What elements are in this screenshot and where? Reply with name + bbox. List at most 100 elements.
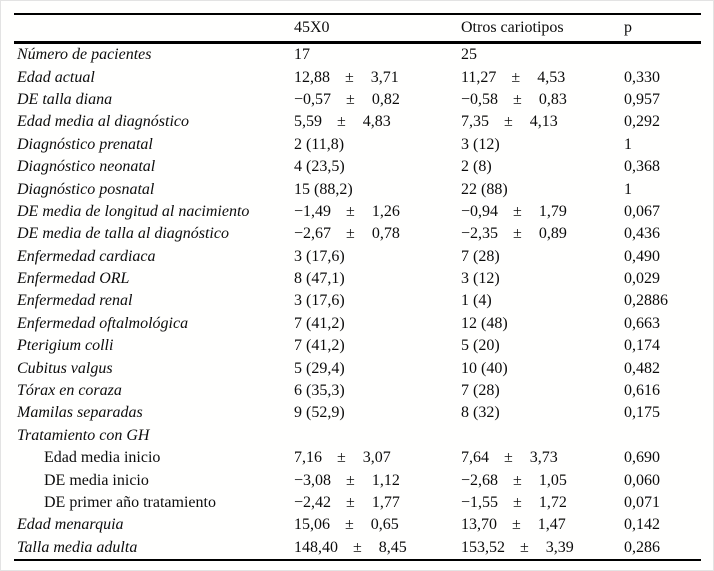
- sd-value: 0,78: [371, 225, 400, 243]
- row-label: Diagnóstico neonatal: [17, 158, 156, 176]
- p-value: 0,142: [624, 516, 660, 534]
- row-label: DE media de longitud al nacimiento: [17, 202, 250, 220]
- table-row: Talla media adulta 148,40 ±8,45 153,52 ±3,39…: [14, 537, 701, 559]
- row-label: Edad menarquia: [17, 516, 124, 534]
- table-row: Enfermedad renal 3 (17,6) 1 (4) 0,2886: [14, 290, 701, 312]
- table-row: Diagnóstico prenatal 2 (11,8) 3 (12) 1: [14, 134, 701, 156]
- comparison-table: 45X0 Otros cariotipos p Número de pacien…: [14, 13, 701, 561]
- value-cell: 7 (28): [461, 247, 500, 265]
- mean-value: 13,70: [461, 516, 497, 534]
- value-cell: 15 (88,2): [294, 180, 353, 198]
- table-row: Tratamiento con GH: [14, 425, 701, 447]
- row-label: Pterigium colli: [17, 337, 114, 355]
- mean-value: 15,06: [294, 516, 330, 534]
- plus-minus-sign: ±: [520, 538, 529, 556]
- table-row: DE media de talla al diagnóstico −2,67 ±0,…: [14, 223, 701, 245]
- table-row: DE primer año tratamiento −2,42 ±1,77 −1,55…: [14, 492, 701, 514]
- table-row: Edad media al diagnóstico 5,59 ±4,83 7,35 ±4…: [14, 111, 701, 133]
- sd-value: 4,53: [537, 68, 566, 86]
- value-cell: 11,27 ±4,53: [461, 69, 624, 87]
- value-cell: 148,40 ±8,45: [294, 539, 461, 557]
- plus-minus-sign: ±: [504, 113, 513, 131]
- sd-value: 4,83: [362, 113, 391, 131]
- table-row: DE media de longitud al nacimiento −1,49 ±…: [14, 201, 701, 223]
- table-row: Mamilas separadas 9 (52,9) 8 (32) 0,175: [14, 402, 701, 424]
- value-cell: −2,35 ±0,89: [461, 225, 624, 243]
- plus-minus-sign: ±: [345, 516, 354, 534]
- p-value: 0,436: [624, 225, 660, 243]
- row-label: Enfermedad oftalmológica: [17, 314, 189, 332]
- sd-value: 3,73: [529, 449, 558, 467]
- mean-value: −2,68: [461, 471, 499, 489]
- mean-value: −0,58: [461, 90, 499, 108]
- value-cell: −1,55 ±1,72: [461, 494, 624, 512]
- value-cell: 7 (41,2): [294, 337, 345, 355]
- plus-minus-sign: ±: [513, 225, 522, 243]
- value-cell: −3,08 ±1,12: [294, 472, 461, 490]
- row-label: DE media de talla al diagnóstico: [17, 225, 229, 243]
- table-row: Enfermedad ORL 8 (47,1) 3 (12) 0,029: [14, 268, 701, 290]
- plus-minus-sign: ±: [513, 494, 522, 511]
- plus-minus-sign: ±: [513, 471, 522, 489]
- mean-value: 153,52: [461, 538, 505, 556]
- row-label: Mamilas separadas: [17, 404, 143, 422]
- p-value: 0,029: [624, 270, 660, 288]
- mean-value: 5,59: [294, 113, 322, 131]
- sd-value: 0,89: [538, 225, 567, 243]
- value-cell: −2,42 ±1,77: [294, 494, 461, 512]
- p-value: 0,175: [624, 404, 660, 422]
- value-cell: 13,70 ±1,47: [461, 516, 624, 534]
- p-value: 0,071: [624, 494, 660, 511]
- sd-value: 0,83: [538, 90, 567, 108]
- value-cell: −0,57 ±0,82: [294, 91, 461, 109]
- p-value: 0,368: [624, 158, 660, 176]
- value-cell: 7,35 ±4,13: [461, 113, 624, 131]
- value-cell: 8 (47,1): [294, 270, 345, 288]
- p-value: 1: [624, 180, 632, 198]
- value-cell: 5 (20): [461, 337, 500, 355]
- value-cell: 22 (88): [461, 180, 508, 198]
- value-cell: 153,52 ±3,39: [461, 539, 624, 557]
- p-value: 0,957: [624, 90, 660, 108]
- value-cell: 3 (17,6): [294, 292, 345, 310]
- value-cell: 3 (12): [461, 135, 500, 153]
- header-col-45x0: 45X0: [294, 19, 330, 36]
- mean-value: −0,94: [461, 202, 499, 220]
- mean-value: −1,49: [294, 202, 332, 220]
- value-cell: 15,06 ±0,65: [294, 516, 461, 534]
- value-cell: 25: [461, 46, 477, 64]
- value-cell: 7,64 ±3,73: [461, 449, 624, 467]
- p-value: 0,174: [624, 337, 660, 355]
- value-cell: 12 (48): [461, 314, 508, 332]
- plus-minus-sign: ±: [513, 90, 522, 108]
- mean-value: −0,57: [294, 90, 332, 108]
- p-value: 0,060: [624, 471, 660, 489]
- row-label: Edad media al diagnóstico: [17, 113, 189, 131]
- p-value: 0,292: [624, 113, 660, 131]
- sd-value: 1,12: [371, 471, 400, 489]
- value-cell: 17: [294, 46, 310, 64]
- sd-value: 3,07: [362, 449, 391, 467]
- table-header-row: 45X0 Otros cariotipos p: [14, 13, 701, 44]
- value-cell: 1 (4): [461, 292, 492, 310]
- value-cell: 10 (40): [461, 359, 508, 377]
- row-label: Diagnóstico posnatal: [17, 180, 155, 198]
- table-row: Enfermedad cardiaca 3 (17,6) 7 (28) 0,490: [14, 246, 701, 268]
- row-label: DE primer año tratamiento: [44, 494, 216, 511]
- mean-value: −2,67: [294, 225, 332, 243]
- value-cell: 9 (52,9): [294, 404, 345, 422]
- row-label: DE media inicio: [44, 471, 149, 489]
- row-label: Número de pacientes: [17, 46, 152, 64]
- row-label: Diagnóstico prenatal: [17, 135, 153, 153]
- table-row: Enfermedad oftalmológica 7 (41,2) 12 (48) 0…: [14, 313, 701, 335]
- mean-value: −1,55: [461, 494, 499, 511]
- row-label: Enfermedad ORL: [17, 270, 130, 288]
- value-cell: −0,58 ±0,83: [461, 91, 624, 109]
- row-label: Tórax en coraza: [17, 382, 122, 400]
- plus-minus-sign: ±: [512, 516, 521, 534]
- p-value: 1: [624, 135, 632, 153]
- value-cell: −2,67 ±0,78: [294, 225, 461, 243]
- value-cell: 3 (17,6): [294, 247, 345, 265]
- value-cell: 5 (29,4): [294, 359, 345, 377]
- table-row: Edad actual 12,88 ±3,71 11,27 ±4,53 0,330: [14, 66, 701, 88]
